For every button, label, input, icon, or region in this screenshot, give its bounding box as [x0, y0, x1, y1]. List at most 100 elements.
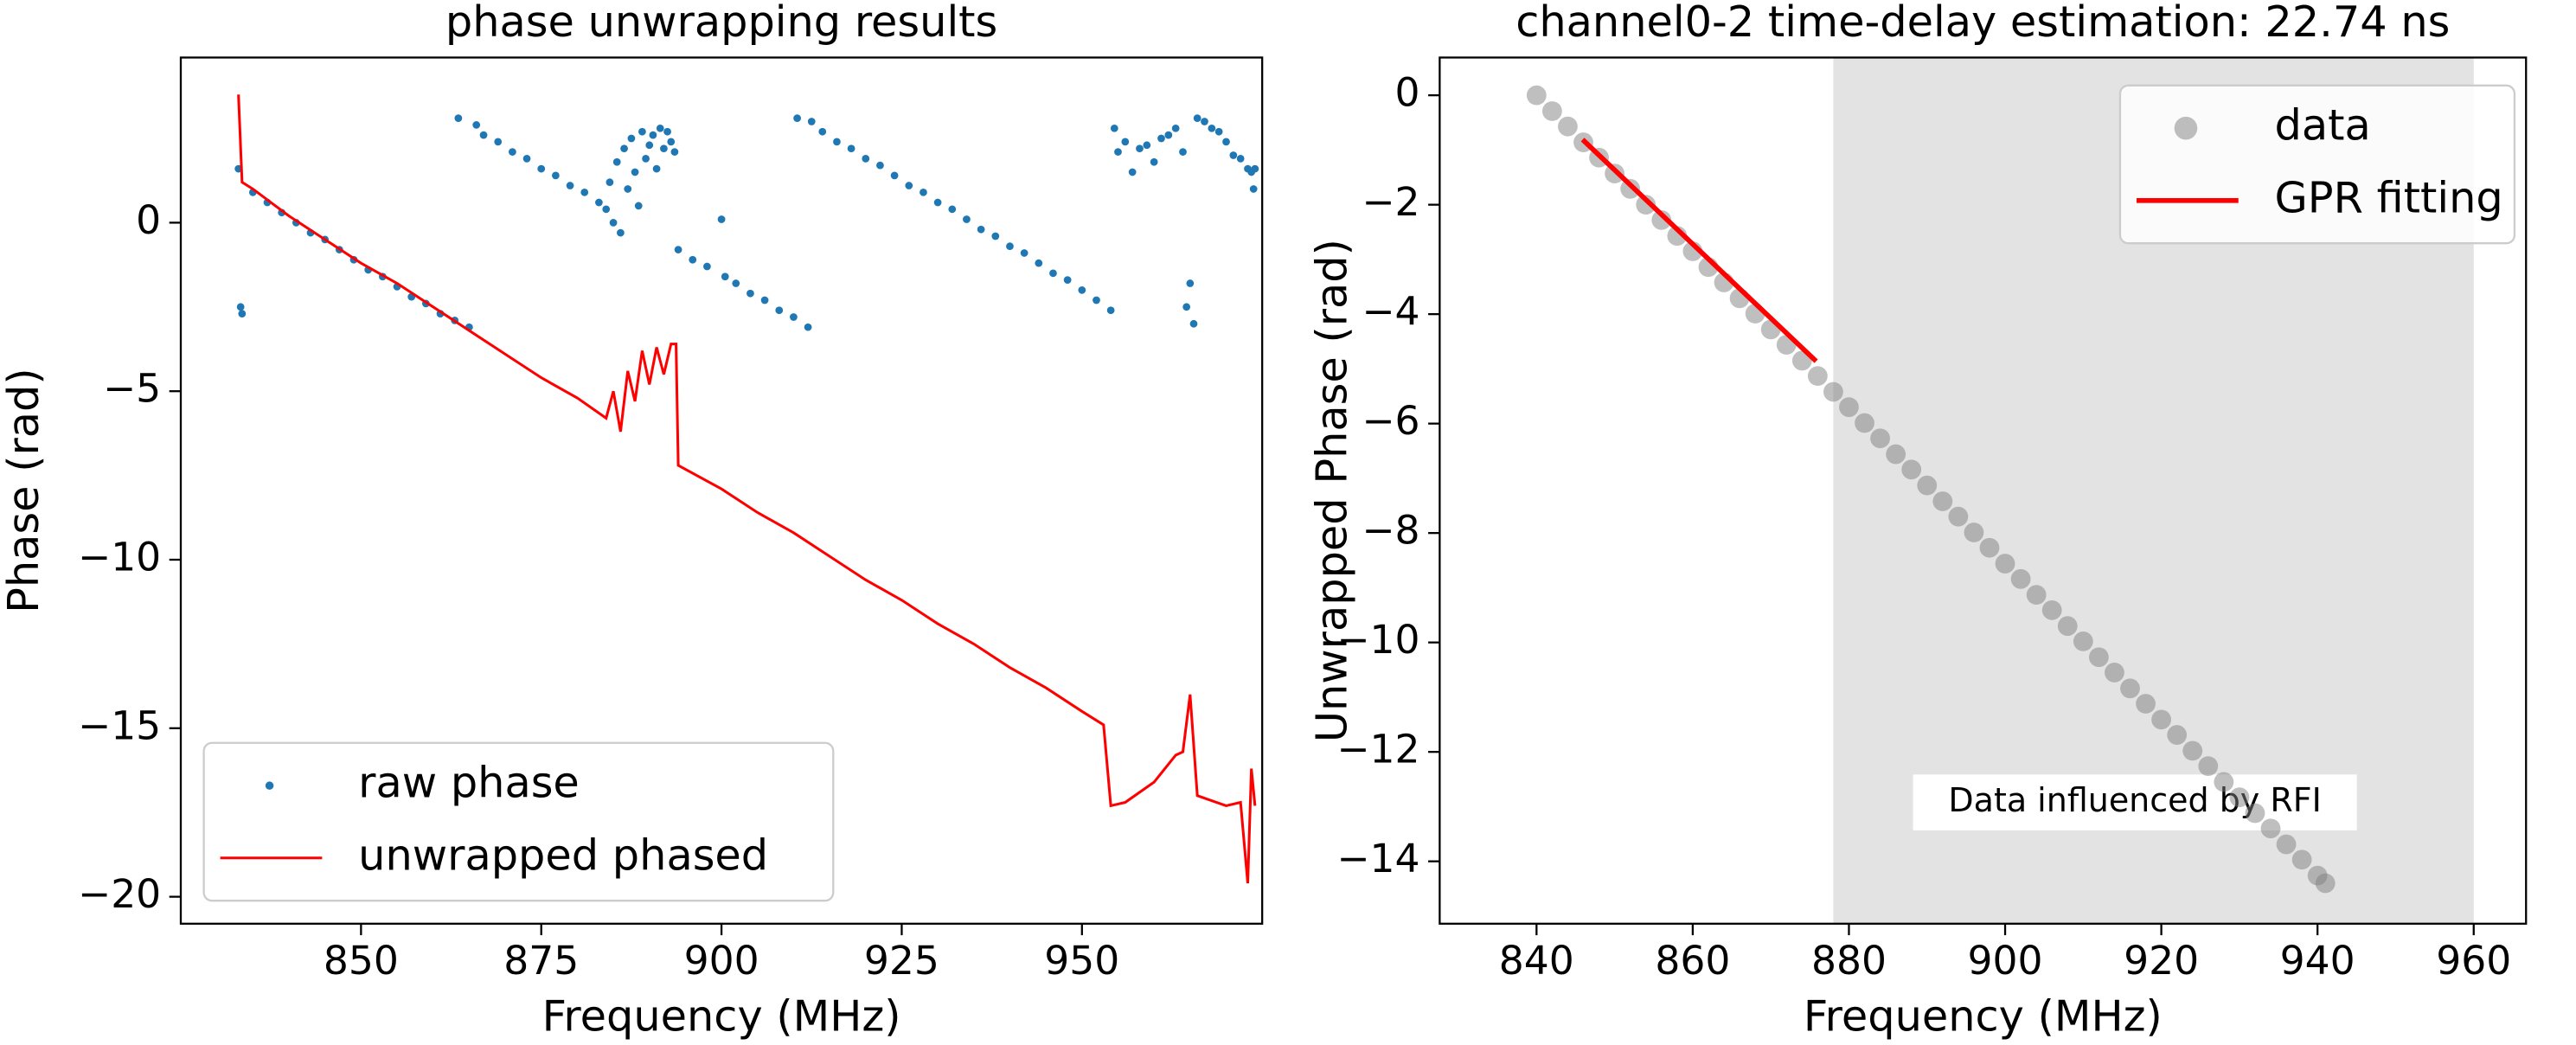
data-point	[977, 225, 985, 234]
data-point	[807, 118, 816, 125]
data-point	[609, 219, 618, 227]
data-point	[634, 202, 643, 210]
data-point	[2214, 772, 2234, 792]
data-point	[905, 182, 913, 189]
data-point	[1964, 522, 1984, 542]
y-tick-label: −6	[1362, 398, 1419, 444]
data-point	[479, 131, 488, 139]
data-point	[2088, 647, 2109, 668]
data-point	[2315, 873, 2336, 894]
legend-marker	[2174, 116, 2198, 140]
data-point	[522, 155, 531, 163]
x-tick-label: 950	[1044, 938, 1119, 984]
data-point	[624, 185, 632, 193]
y-axis-label: Phase (rad)	[0, 368, 48, 613]
y-tick-label: −8	[1362, 508, 1419, 554]
data-point	[1049, 269, 1057, 278]
data-point	[1870, 428, 1890, 449]
data-point	[1157, 134, 1165, 143]
data-point	[2057, 616, 2078, 637]
data-point	[667, 138, 676, 146]
data-point	[991, 232, 1000, 240]
data-point	[1917, 475, 1938, 496]
data-point	[1901, 459, 1922, 480]
data-point	[1620, 178, 1641, 199]
data-point	[920, 188, 927, 196]
data-point	[1932, 491, 1953, 511]
data-point	[2105, 663, 2124, 683]
data-point	[1636, 195, 1656, 215]
data-point	[1063, 276, 1072, 285]
data-point	[2026, 585, 2047, 606]
x-tick-label: 920	[2124, 938, 2199, 984]
data-point	[1110, 124, 1118, 132]
data-point	[1651, 209, 1672, 230]
data-point	[1186, 279, 1195, 287]
data-point	[1236, 155, 1245, 163]
data-point	[775, 306, 784, 315]
data-point	[1035, 259, 1043, 267]
data-point	[1526, 85, 1547, 106]
data-point	[1541, 101, 1562, 121]
data-point	[1020, 249, 1028, 257]
data-point	[580, 188, 589, 196]
x-tick-label: 840	[1499, 938, 1574, 984]
legend-box	[2118, 84, 2516, 245]
data-point	[649, 131, 657, 139]
legend-label: GPR fitting	[2275, 172, 2503, 222]
data-point	[2291, 849, 2312, 870]
data-point	[2120, 678, 2140, 699]
data-point	[689, 255, 697, 264]
legend-label: data	[2275, 100, 2371, 151]
data-point	[1128, 168, 1137, 176]
series-line	[1580, 138, 1818, 363]
legend-label: raw phase	[358, 758, 580, 808]
data-point	[833, 138, 841, 146]
y-axis-label: Unwrapped Phase (rad)	[1306, 239, 1356, 742]
x-tick-label: 960	[2436, 938, 2511, 984]
data-point	[631, 168, 639, 176]
annotation-box	[1913, 774, 2357, 830]
annotation: Data influenced by RFI	[1948, 781, 2321, 819]
data-point	[537, 164, 546, 173]
x-tick-label: 940	[2280, 938, 2355, 984]
data-point	[1150, 157, 1158, 166]
data-point	[595, 198, 603, 207]
data-point	[1201, 118, 1208, 125]
y-tick-label: −5	[103, 366, 161, 412]
x-tick-label: 875	[503, 938, 579, 984]
data-point	[606, 178, 614, 187]
y-tick-label: −10	[1336, 617, 1419, 663]
data-point	[1995, 554, 2015, 574]
data-point	[617, 228, 625, 237]
data-point	[1214, 127, 1223, 136]
data-point	[793, 114, 801, 122]
data-point	[1249, 185, 1258, 193]
x-axis-label: Frequency (MHz)	[542, 991, 901, 1041]
data-point	[1093, 296, 1100, 305]
data-point	[656, 124, 664, 132]
data-point	[1229, 151, 1238, 159]
data-point	[2229, 787, 2250, 808]
data-point	[674, 246, 682, 253]
data-point	[2167, 725, 2188, 745]
data-point	[620, 144, 628, 153]
data-point	[670, 148, 679, 156]
data-point	[963, 215, 971, 223]
x-axis-label: Frequency (MHz)	[1804, 991, 2163, 1041]
y-tick-label: −15	[78, 702, 161, 748]
data-point	[612, 157, 621, 166]
data-point	[1164, 131, 1173, 139]
data-point	[2198, 756, 2219, 777]
data-point	[1558, 116, 1578, 137]
data-point	[1171, 124, 1180, 132]
x-tick-label: 860	[1655, 938, 1730, 984]
data-point	[1855, 413, 1874, 433]
data-point	[236, 303, 245, 311]
data-point	[663, 127, 671, 136]
data-point	[2245, 803, 2265, 824]
data-point	[1078, 285, 1086, 294]
data-point	[1823, 381, 1843, 402]
y-tick-label: −14	[1336, 836, 1419, 882]
